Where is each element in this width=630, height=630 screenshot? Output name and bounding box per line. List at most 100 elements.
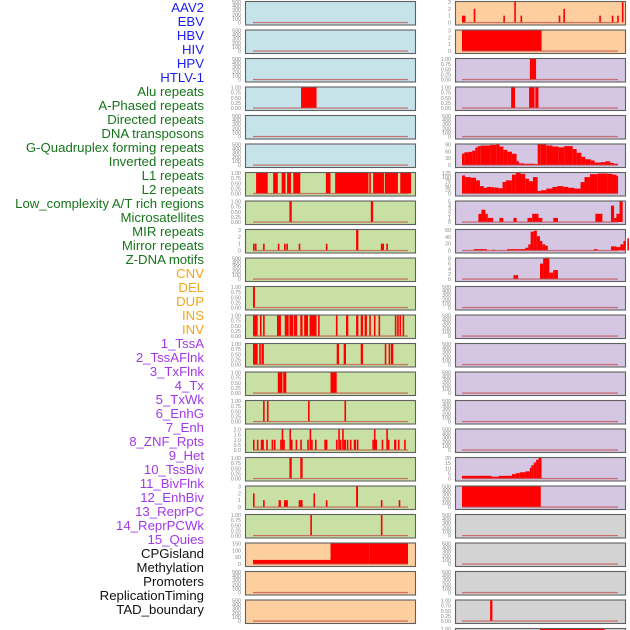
data-bar (386, 243, 388, 251)
y-tick-label: 0 (238, 277, 241, 283)
y-tick-label: 0 (448, 477, 451, 483)
y-tick-label: 10 (445, 466, 451, 472)
y-tick-label: 25 (445, 187, 451, 193)
baseline (253, 249, 408, 252)
y-tick-label: 0.75 (441, 91, 451, 97)
data-bar (557, 186, 564, 194)
data-bar (599, 15, 601, 23)
data-bar (490, 144, 497, 165)
data-bar (620, 244, 624, 251)
y-tick-label: 300 (442, 322, 451, 328)
data-bar (356, 230, 359, 251)
data-bar (525, 178, 530, 194)
data-bar (404, 439, 406, 450)
panel-border (454, 342, 627, 368)
track-panel-bg (455, 599, 626, 624)
data-bar (315, 439, 317, 450)
data-bar (263, 500, 265, 507)
panel-border (244, 399, 417, 425)
y-tick-label: 0.25 (441, 101, 451, 107)
track-label: DNA transposons (101, 126, 204, 141)
y-tick-label: 500 (232, 29, 241, 35)
y-tick-label: 0.75 (231, 176, 241, 182)
y-tick-label: 0 (448, 277, 451, 283)
y-tick-label: 200 (442, 126, 451, 132)
y-tick-label: 500 (232, 0, 241, 6)
y-tick-label: 0.50 (231, 295, 241, 301)
data-bar (536, 236, 540, 251)
data-bar (384, 173, 398, 194)
y-tick-label: 300 (232, 65, 241, 71)
track-panel-bg (245, 143, 416, 168)
data-bar (386, 429, 388, 450)
track-label: 14_ReprPCWk (116, 518, 204, 533)
y-tick-label: 0 (238, 505, 241, 511)
y-tick-label: 0.50 (231, 96, 241, 102)
panel-border (244, 599, 417, 625)
y-tick-label: 100 (232, 615, 241, 621)
y-tick-label: 400 (442, 546, 451, 552)
baseline (253, 420, 408, 423)
panel-border (454, 627, 627, 630)
data-bar (287, 173, 291, 194)
data-bar (290, 439, 293, 450)
data-bar (369, 315, 371, 336)
y-tick-label: 300 (232, 607, 241, 613)
baseline (253, 591, 408, 594)
track-label: Low_complexity A/T rich regions (15, 196, 204, 211)
baseline (462, 164, 618, 166)
y-tick-label: 500 (442, 513, 451, 519)
panel-border (454, 428, 627, 454)
y-tick-label: 1.00 (441, 57, 451, 63)
track-label: CPGisland (140, 546, 204, 561)
track-label: L1 repeats (141, 168, 204, 183)
y-tick-label: 0 (448, 391, 451, 397)
track-panel-bg (245, 599, 416, 624)
data-bar (503, 149, 508, 165)
track-label: 4_Tx (174, 378, 204, 393)
y-tick-label: 0.50 (231, 523, 241, 529)
track-label: 10_TssBiv (143, 462, 204, 477)
y-tick-label: 100 (232, 159, 241, 165)
data-bar (284, 500, 288, 507)
y-tick-label: 0 (448, 562, 451, 568)
track-label: ReplicationTiming (99, 588, 204, 603)
y-tick-label: 0 (448, 363, 451, 369)
y-tick-label: 0 (238, 591, 241, 597)
data-bar (607, 173, 613, 194)
data-bar (496, 144, 500, 165)
data-bar (349, 439, 352, 450)
y-tick-label: 0 (238, 562, 241, 568)
track-label: DEL (178, 280, 204, 295)
y-tick-label: 0.50 (231, 210, 241, 216)
data-bar (313, 493, 316, 507)
y-tick-label: 1.00 (231, 171, 241, 177)
y-tick-label: 4 (448, 267, 451, 273)
panel-border (244, 143, 417, 169)
data-bar (372, 439, 374, 450)
y-tick-label: 500 (232, 570, 241, 576)
y-tick-label: 0.00 (231, 334, 241, 340)
y-tick-label: 0.00 (231, 363, 241, 369)
y-tick-label: 100 (232, 586, 241, 592)
data-bar (382, 243, 385, 251)
data-bar (373, 315, 376, 336)
track-label: MIR repeats (132, 224, 204, 239)
y-tick-label: 1.0 (234, 438, 241, 444)
baseline (253, 78, 408, 81)
data-bar (538, 458, 542, 479)
y-tick-label: 100 (442, 301, 451, 307)
y-tick-label: 20 (445, 242, 451, 248)
data-bar (542, 244, 546, 251)
data-bar (552, 146, 559, 165)
y-tick-label: 400 (442, 118, 451, 124)
data-bar (388, 344, 391, 365)
y-tick-label: 0 (448, 334, 451, 340)
baseline (253, 21, 408, 24)
data-bar (277, 243, 280, 251)
y-tick-label: 300 (442, 407, 451, 413)
y-tick-label: 100 (232, 73, 241, 79)
data-bar (498, 475, 512, 479)
y-tick-label: 400 (442, 346, 451, 352)
y-tick-label: 125 (442, 171, 451, 177)
